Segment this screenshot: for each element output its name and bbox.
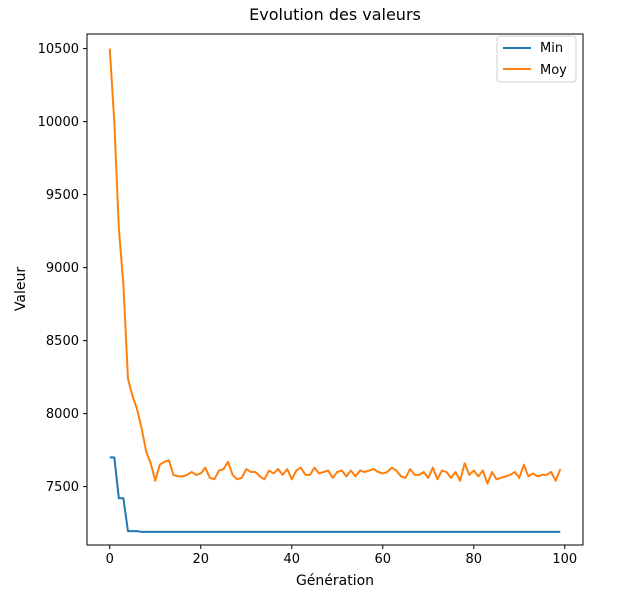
legend-label-min: Min	[540, 41, 563, 56]
y-tick-label: 7500	[46, 480, 79, 495]
x-tick-label: 40	[283, 552, 300, 567]
x-tick-label: 80	[466, 552, 483, 567]
plot-frame	[86, 33, 584, 546]
series-line-min	[109, 456, 561, 533]
x-tick-label: 20	[192, 552, 209, 567]
y-tick-label: 10000	[38, 115, 79, 130]
plot-area	[86, 33, 584, 546]
y-tick-label: 8500	[46, 334, 79, 349]
y-axis-title: Valeur	[13, 267, 29, 311]
x-axis: 0 20 40 60 80 100	[106, 545, 577, 567]
series-layer	[108, 48, 562, 533]
y-tick-label: 9500	[46, 188, 79, 203]
y-tick-label: 9000	[46, 261, 79, 276]
chart-title: Evolution des valeurs	[249, 5, 421, 24]
x-tick-label: 100	[552, 552, 577, 567]
series-line-moy	[108, 48, 562, 485]
legend: Min Moy	[496, 35, 577, 83]
x-tick-label: 0	[106, 552, 114, 567]
y-tick-label: 8000	[46, 407, 79, 422]
x-axis-title: Génération	[296, 573, 374, 589]
y-axis: 7500 8000 8500 9000 9500 10000 10500	[38, 42, 87, 495]
y-tick-label: 10500	[38, 42, 79, 57]
x-tick-label: 60	[375, 552, 392, 567]
legend-label-moy: Moy	[540, 63, 567, 78]
